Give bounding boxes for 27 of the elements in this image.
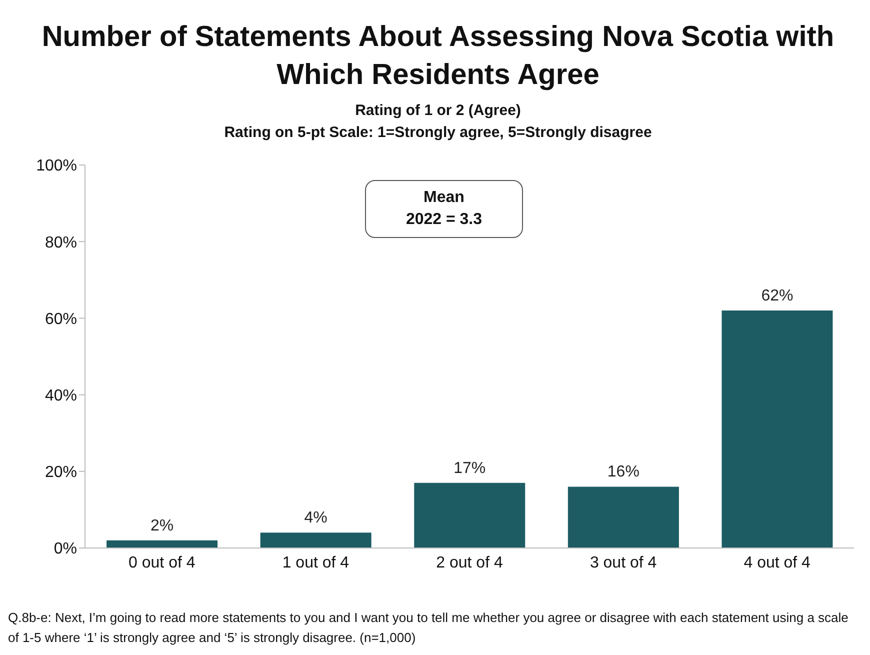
bar <box>106 540 218 548</box>
x-tick-label: 0 out of 4 <box>128 554 196 572</box>
y-tick-label: 40% <box>44 387 77 404</box>
bar <box>722 310 833 548</box>
bar <box>260 532 372 548</box>
y-tick-label: 20% <box>44 464 77 482</box>
data-label: 17% <box>454 460 486 477</box>
data-label: 62% <box>761 288 794 305</box>
data-label: 2% <box>150 517 174 534</box>
y-tick-label: 0% <box>54 540 77 558</box>
x-tick-label: 1 out of 4 <box>282 554 350 572</box>
annotation: 2022 = 3.3 <box>406 210 482 230</box>
data-label: 16% <box>607 464 640 481</box>
x-tick-label: 4 out of 4 <box>744 554 811 572</box>
bar <box>414 482 526 548</box>
x-tick-label: 2 out of 4 <box>436 554 503 572</box>
y-tick-label: 60% <box>44 310 77 328</box>
y-tick-label: 80% <box>44 234 77 252</box>
chart-title: Number of Statements About Assessing Nova Scotia with Which Residents Agree <box>40 20 836 93</box>
text: Q.8b-e: Next, I’m going to read more statements to you and I want you to tell me whether you agree or disagree with each statement using a scale of 1-5 where ‘1’ is strongly agree and ‘5’ is strongly disagree. (n=1,000) <box>8 609 850 647</box>
chart-subtitle: Rating of 1 or 2 (Agree) Rating on 5-pt Scale: 1=Strongly agree, 5=Strongly disagree <box>223 101 653 143</box>
data-label: 4% <box>304 510 328 527</box>
annotation: Mean <box>424 188 464 208</box>
rounded-box: Mean 2022 = 3.3 <box>365 180 523 238</box>
bar <box>568 486 679 548</box>
y-tick-label: 100% <box>36 158 77 175</box>
x-tick-label: 3 out of 4 <box>590 554 657 572</box>
